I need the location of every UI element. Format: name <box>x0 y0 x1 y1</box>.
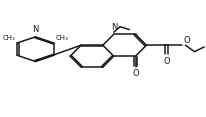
Text: O: O <box>163 57 170 66</box>
Text: CH₃: CH₃ <box>2 35 15 41</box>
Text: N: N <box>32 25 39 34</box>
Text: O: O <box>132 69 139 78</box>
Text: O: O <box>183 36 190 45</box>
Text: CH₃: CH₃ <box>56 35 69 41</box>
Text: N: N <box>112 23 118 32</box>
